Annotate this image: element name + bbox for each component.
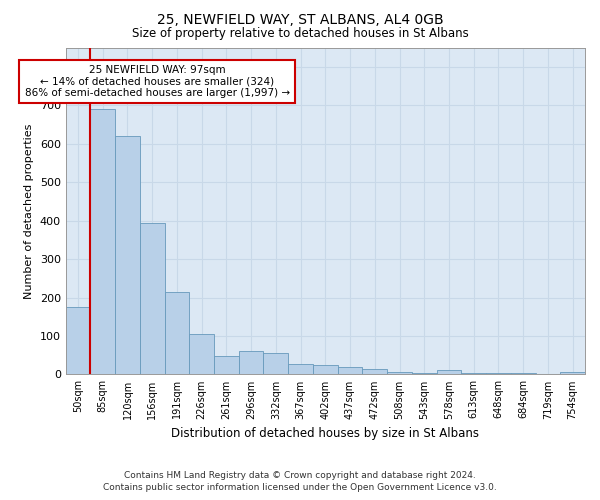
Bar xyxy=(214,356,239,374)
Bar xyxy=(140,222,164,374)
Bar xyxy=(560,372,585,374)
X-axis label: Distribution of detached houses by size in St Albans: Distribution of detached houses by size … xyxy=(172,427,479,440)
Bar xyxy=(288,364,313,374)
Y-axis label: Number of detached properties: Number of detached properties xyxy=(24,124,34,298)
Bar xyxy=(338,366,362,374)
Bar xyxy=(387,372,412,374)
Text: Size of property relative to detached houses in St Albans: Size of property relative to detached ho… xyxy=(131,28,469,40)
Bar xyxy=(189,334,214,374)
Bar xyxy=(362,368,387,374)
Text: 25 NEWFIELD WAY: 97sqm
← 14% of detached houses are smaller (324)
86% of semi-de: 25 NEWFIELD WAY: 97sqm ← 14% of detached… xyxy=(25,64,290,98)
Bar xyxy=(115,136,140,374)
Bar xyxy=(313,365,338,374)
Bar xyxy=(239,350,263,374)
Bar xyxy=(164,292,189,374)
Bar xyxy=(412,373,437,374)
Bar xyxy=(263,352,288,374)
Bar xyxy=(437,370,461,374)
Text: 25, NEWFIELD WAY, ST ALBANS, AL4 0GB: 25, NEWFIELD WAY, ST ALBANS, AL4 0GB xyxy=(157,12,443,26)
Bar xyxy=(91,109,115,374)
Text: Contains HM Land Registry data © Crown copyright and database right 2024.
Contai: Contains HM Land Registry data © Crown c… xyxy=(103,471,497,492)
Bar xyxy=(65,307,91,374)
